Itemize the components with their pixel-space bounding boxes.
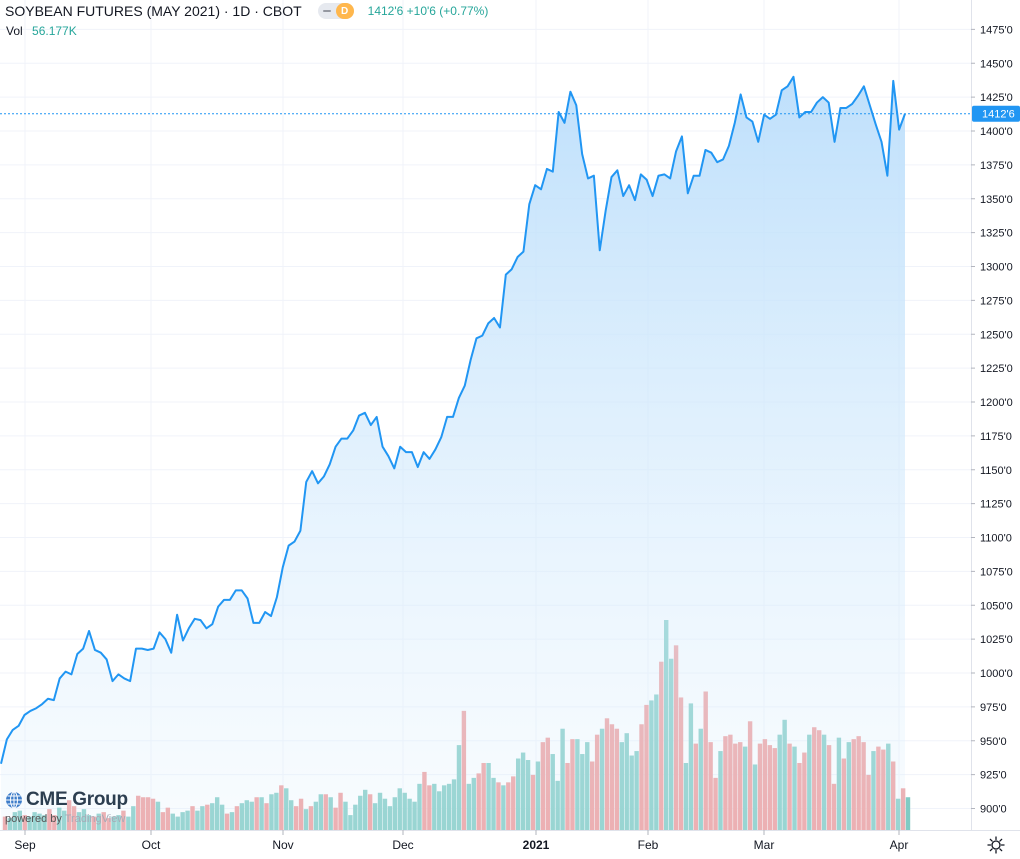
y-tick-label: 900'0 <box>980 804 1007 816</box>
gear-icon[interactable] <box>986 835 1006 855</box>
y-tick-label: 1350'0 <box>980 194 1013 206</box>
interval-badge: D <box>335 3 354 19</box>
time-axis[interactable]: Sep Oct Nov Dec 2021 Feb Mar Apr <box>14 830 908 852</box>
y-tick-label: 1400'0 <box>980 126 1013 138</box>
volume-legend: Vol 56.177K <box>6 24 77 38</box>
x-tick-label: 2021 <box>523 838 550 852</box>
cme-brand-text: CME Group <box>26 789 128 810</box>
powered-by-label: powered by <box>5 813 62 825</box>
y-tick-label: 1075'0 <box>980 566 1013 578</box>
y-tick-label: 1125'0 <box>980 499 1012 511</box>
symbol-status-pill[interactable]: D <box>317 3 354 19</box>
y-tick-label: 1375'0 <box>980 160 1013 172</box>
volume-bar <box>905 797 911 830</box>
x-tick-label: Feb <box>638 838 659 852</box>
y-tick-label: 925'0 <box>980 770 1007 782</box>
y-tick-label: 1150'0 <box>980 465 1012 477</box>
x-tick-label: Mar <box>754 838 775 852</box>
cme-logo[interactable]: CME Group powered by TradingView <box>5 789 128 825</box>
price-line <box>0 75 906 765</box>
y-tick-label: 1000'0 <box>980 668 1013 680</box>
powered-by-text: powered by TradingView <box>5 813 128 825</box>
symbol-title: SOYBEAN FUTURES (MAY 2021) · 1D · CBOT <box>5 3 302 19</box>
y-tick-label: 1175'0 <box>980 431 1012 443</box>
minus-icon <box>318 10 336 12</box>
y-tick-label: 1325'0 <box>980 228 1013 240</box>
y-tick-label: 975'0 <box>980 702 1007 714</box>
y-tick-label: 1200'0 <box>980 397 1013 409</box>
x-tick-label: Sep <box>14 838 36 852</box>
chart-header: SOYBEAN FUTURES (MAY 2021) · 1D · CBOT D… <box>5 1 488 21</box>
price-axis[interactable]: 1475'0 1450'0 1425'0 1400'0 1375'0 1350'0 1325… <box>971 24 1013 816</box>
globe-icon <box>6 791 22 809</box>
y-tick-label: 1425'0 <box>980 92 1013 104</box>
price-area-fill <box>1 76 905 831</box>
y-tick-label: 1100'0 <box>980 533 1012 545</box>
y-tick-label: 1050'0 <box>980 600 1013 612</box>
x-tick-label: Dec <box>392 838 413 852</box>
x-tick-label: Apr <box>890 838 909 852</box>
y-tick-label: 1450'0 <box>980 58 1013 70</box>
y-tick-label: 1275'0 <box>980 295 1013 307</box>
y-tick-label: 1025'0 <box>980 634 1013 646</box>
last-price-label: 1412'6 <box>982 109 1015 121</box>
y-tick-label: 1300'0 <box>980 262 1013 274</box>
volume-value: 56.177K <box>32 24 77 38</box>
x-tick-label: Oct <box>142 838 161 852</box>
tradingview-link[interactable]: TradingView <box>64 813 126 825</box>
y-tick-label: 1225'0 <box>980 363 1013 375</box>
y-tick-label: 1475'0 <box>980 24 1013 36</box>
y-tick-label: 950'0 <box>980 736 1007 748</box>
quote-text: 1412'6 +10'6 (+0.77%) <box>367 4 489 18</box>
x-tick-label: Nov <box>272 838 293 852</box>
last-price-badge: 1412'6 <box>972 105 1020 122</box>
y-tick-label: 1250'0 <box>980 329 1013 341</box>
volume-label: Vol <box>6 24 23 38</box>
